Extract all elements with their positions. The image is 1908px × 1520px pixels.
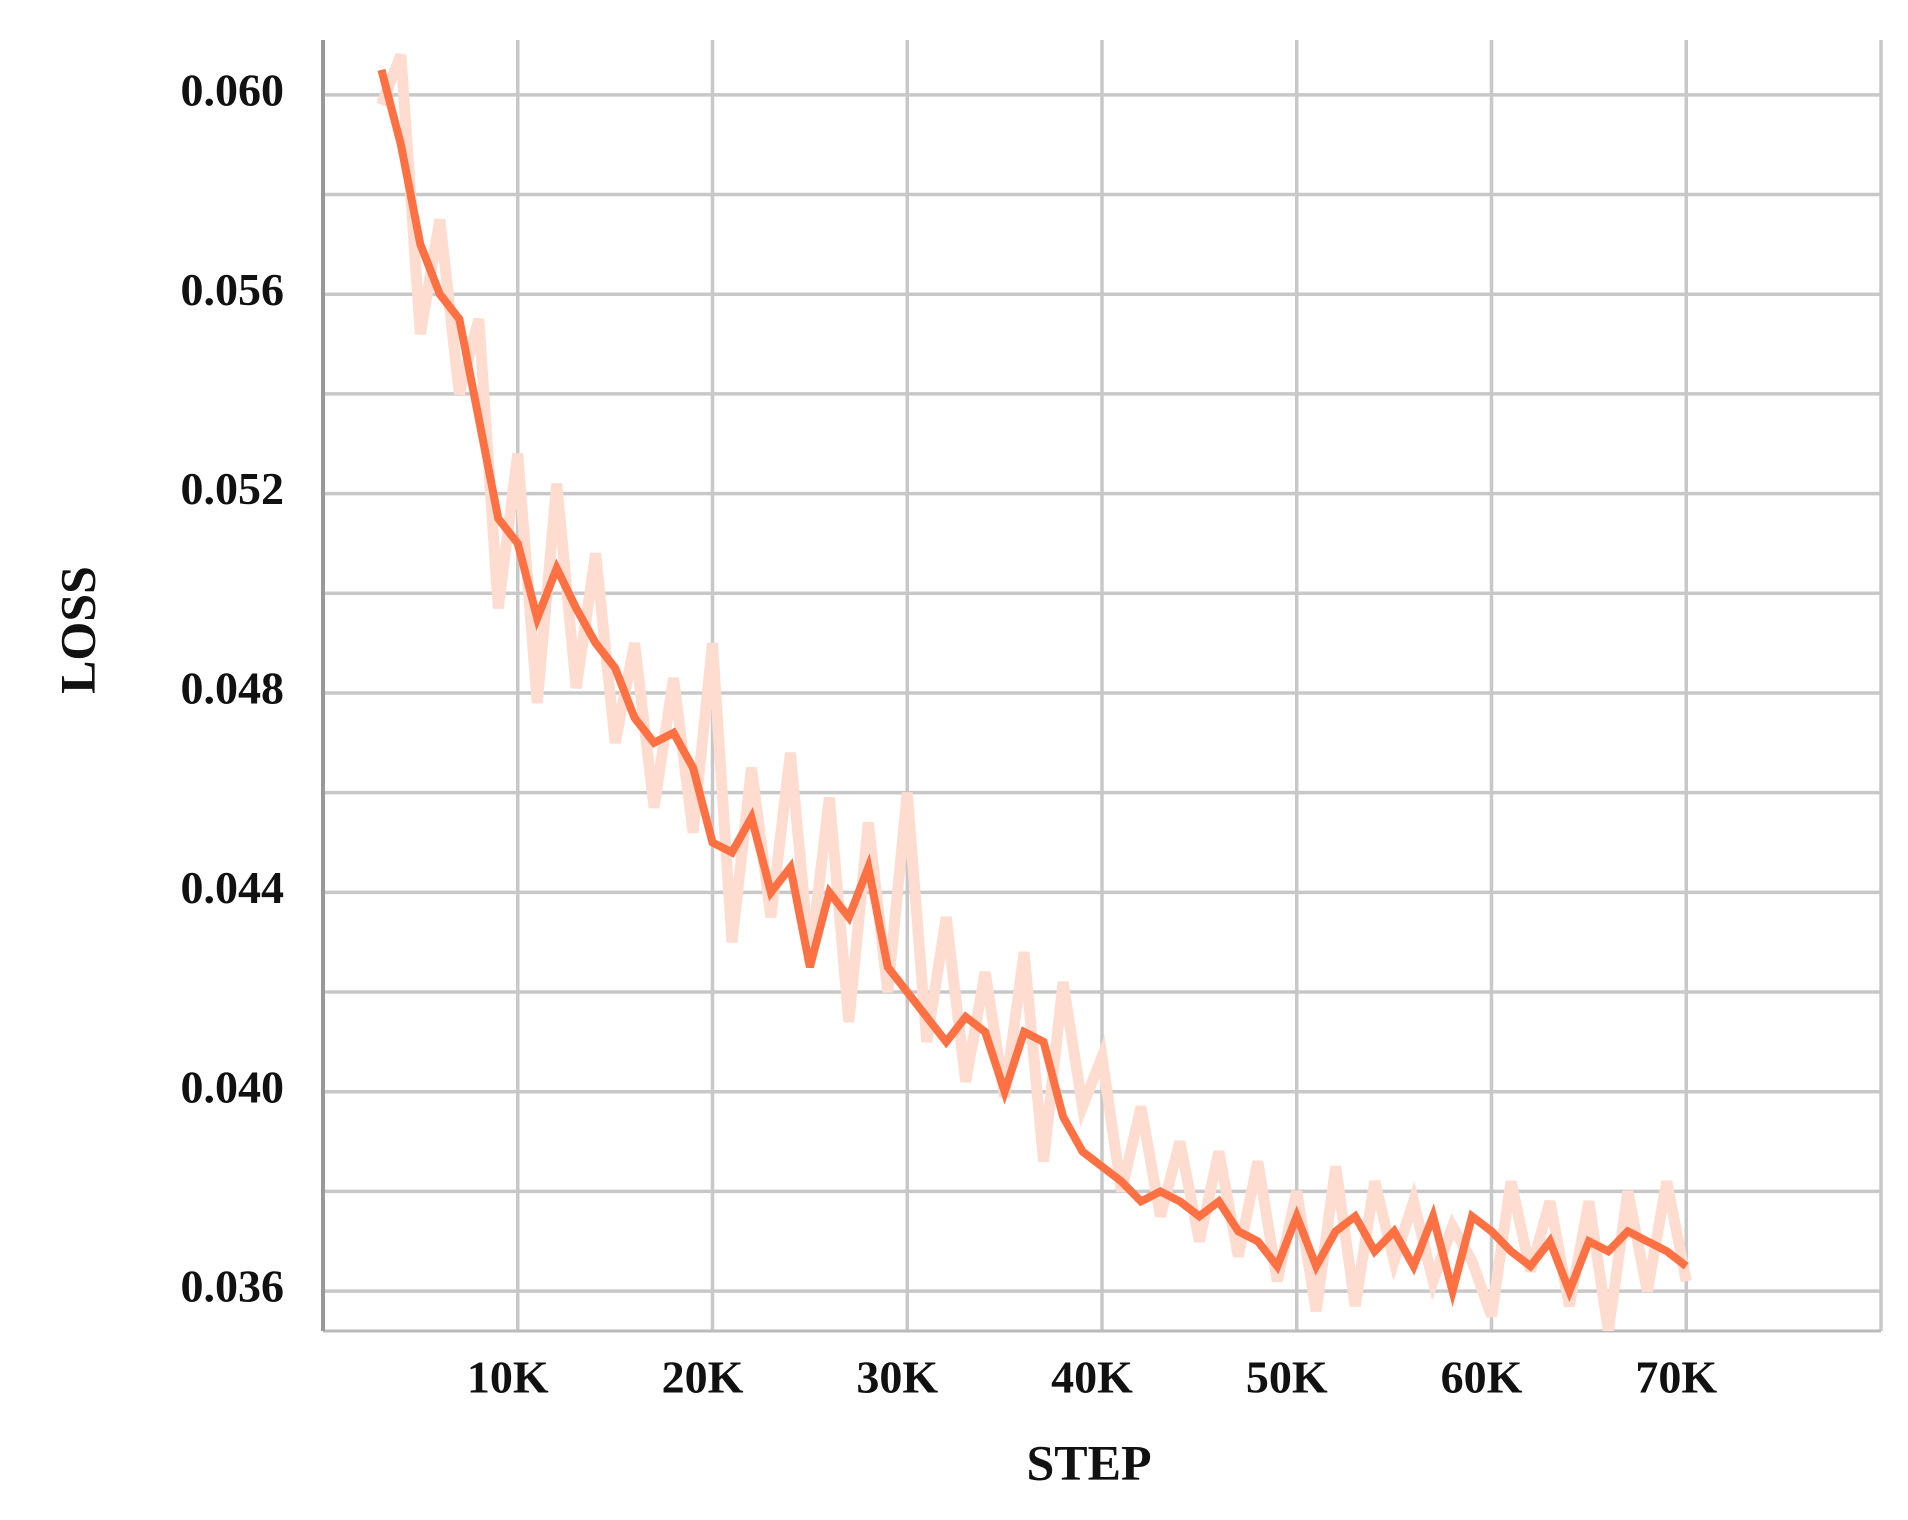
y-tick-label: 0.048 bbox=[181, 663, 285, 714]
x-tick-label: 40K bbox=[1051, 1352, 1133, 1403]
x-tick-label: 30K bbox=[856, 1352, 938, 1403]
x-axis-label: STEP bbox=[1026, 1434, 1151, 1490]
x-tick-label: 10K bbox=[467, 1352, 549, 1403]
data-line bbox=[377, 68, 1689, 1307]
y-tick-label: 0.044 bbox=[181, 862, 285, 913]
y-tick-label: 0.056 bbox=[181, 264, 285, 315]
y-tick-label: 0.052 bbox=[181, 463, 285, 514]
x-tick-label: 60K bbox=[1441, 1352, 1523, 1403]
x-tick-label: 20K bbox=[662, 1352, 744, 1403]
x-tick-label: 70K bbox=[1635, 1352, 1717, 1403]
y-tick-label: 0.036 bbox=[181, 1261, 285, 1312]
y-tick-label: 0.060 bbox=[181, 64, 285, 115]
x-tick-label: 50K bbox=[1246, 1352, 1328, 1403]
y-axis-label: LOSS bbox=[49, 566, 105, 694]
data-line bbox=[376, 52, 1692, 1331]
y-tick-label: 0.040 bbox=[181, 1061, 285, 1112]
